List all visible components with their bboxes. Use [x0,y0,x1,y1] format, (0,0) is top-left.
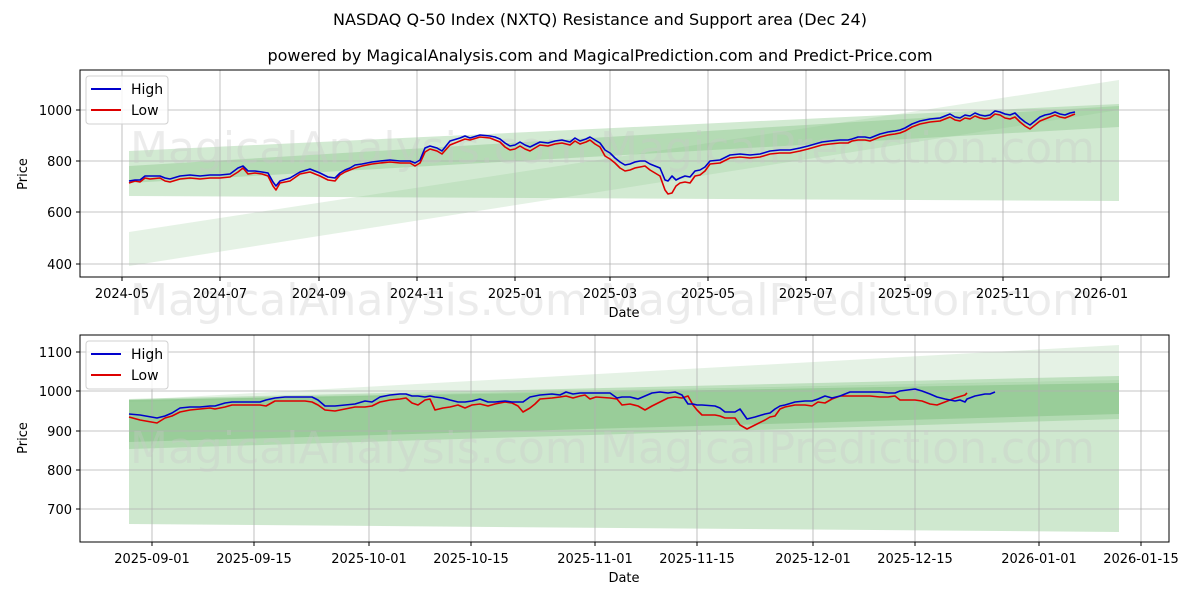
watermark-analysis-2: MagicalAnalysis.com [130,275,588,326]
top-xtick: 2025-09 [878,287,932,302]
top-xtick: 2025-01 [488,287,542,302]
light-upper-band [129,345,1119,402]
top-ytick: 600 [47,206,72,221]
legend-low-label: Low [131,103,159,119]
bottom-ytick: 700 [47,503,72,518]
long-term-band [129,80,1119,266]
bottom-axes-frame [79,334,1170,543]
bottom-xtick: 2026-01-01 [1001,552,1077,567]
bottom-chart: MagicalAnalysis.com MagicalPrediction.co… [16,334,1179,586]
watermark-prediction-3: MagicalPrediction.com [600,423,1095,474]
bottom-xtick: 2025-09-15 [216,552,292,567]
top-ylabel: Price [16,158,31,190]
chart-title: NASDAQ Q-50 Index (NXTQ) Resistance and … [333,10,867,29]
top-xtick: 2025-05 [681,287,735,302]
top-ytick: 400 [47,258,72,273]
bottom-xtick: 2025-09-01 [114,552,190,567]
watermark-analysis: MagicalAnalysis.com [130,123,588,174]
top-high-line [128,110,1076,187]
top-ytick: 1000 [39,104,72,119]
top-low-line [128,113,1076,195]
top-xtick: 2025-03 [583,287,637,302]
watermark-prediction: MagicalPrediction.com [600,123,1095,174]
legend-high-label: High [131,82,163,98]
bottom-legend: High Low [85,340,169,390]
bottom-ylabel: Price [16,422,31,454]
top-chart: MagicalAnalysis.com MagicalPrediction.co… [16,69,1170,326]
bottom-ytick: 900 [47,425,72,440]
bottom-grid [80,335,1169,542]
bottom-xtick: 2025-12-15 [877,552,953,567]
top-xtick: 2024-07 [193,287,247,302]
watermark-prediction-2: MagicalPrediction.com [600,275,1095,326]
bottom-xtick: 2025-11-15 [659,552,735,567]
top-ytick: 800 [47,155,72,170]
top-xtick: 2025-11 [976,287,1030,302]
top-xtick: 2024-09 [292,287,346,302]
bottom-high-line [128,388,996,420]
dark-band [129,383,1119,442]
bottom-xlabel: Date [608,571,639,586]
bottom-xtick: 2025-12-01 [775,552,851,567]
top-legend: High Low [85,75,169,125]
top-xtick: 2024-05 [95,287,149,302]
top-axes-frame [79,69,1170,278]
bottom-ytick: 1100 [39,346,72,361]
top-grid [80,70,1169,277]
bottom-ytick: 800 [47,464,72,479]
bottom-ytick: 1000 [39,385,72,400]
top-xtick: 2025-07 [779,287,833,302]
legend-high-label: High [131,347,163,363]
bottom-xtick: 2026-01-15 [1103,552,1179,567]
watermark-analysis-3: MagicalAnalysis.com [130,423,588,474]
bottom-xtick: 2025-11-01 [557,552,633,567]
chart-subtitle: powered by MagicalAnalysis.com and Magic… [267,46,933,65]
bottom-xtick: 2025-10-15 [433,552,509,567]
legend-low-label: Low [131,368,159,384]
outer-band [129,104,1119,201]
bottom-low-line [128,392,968,430]
bottom-xtick: 2025-10-01 [331,552,407,567]
top-xtick: 2024-11 [390,287,444,302]
top-xtick: 2026-01 [1074,287,1128,302]
top-xlabel: Date [608,306,639,321]
